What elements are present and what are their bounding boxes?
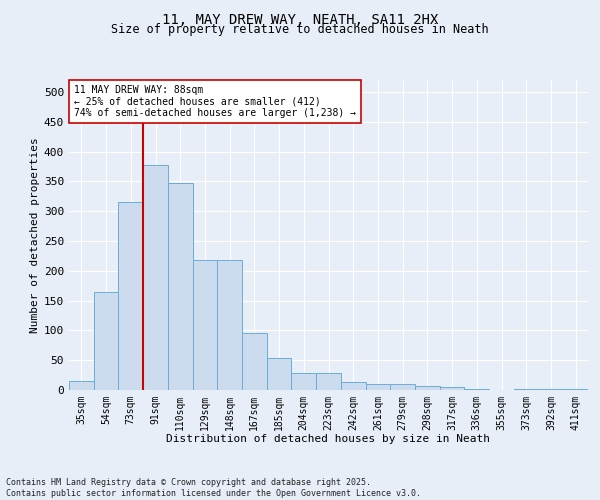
Bar (415, 386, 440, 390)
Bar (242, 334, 267, 390)
Text: 11, MAY DREW WAY, NEATH, SA11 2HX: 11, MAY DREW WAY, NEATH, SA11 2HX (162, 12, 438, 26)
Text: 11 MAY DREW WAY: 88sqm
← 25% of detached houses are smaller (412)
74% of semi-de: 11 MAY DREW WAY: 88sqm ← 25% of detached… (74, 84, 356, 118)
Bar (193, 260, 217, 390)
Bar (94, 292, 118, 390)
Bar (316, 374, 341, 390)
Bar (563, 389, 588, 390)
Bar (217, 260, 242, 390)
Bar (292, 374, 316, 390)
Bar (440, 387, 464, 390)
Bar (341, 382, 365, 390)
X-axis label: Distribution of detached houses by size in Neath: Distribution of detached houses by size … (167, 434, 491, 444)
Bar (267, 358, 292, 390)
Y-axis label: Number of detached properties: Number of detached properties (30, 137, 40, 333)
Bar (69, 381, 94, 390)
Bar (365, 384, 390, 390)
Bar (390, 384, 415, 390)
Text: Contains HM Land Registry data © Crown copyright and database right 2025.
Contai: Contains HM Land Registry data © Crown c… (6, 478, 421, 498)
Bar (539, 389, 563, 390)
Bar (118, 202, 143, 390)
Bar (168, 183, 193, 390)
Bar (143, 164, 168, 390)
Bar (464, 389, 489, 390)
Bar (514, 389, 539, 390)
Text: Size of property relative to detached houses in Neath: Size of property relative to detached ho… (111, 22, 489, 36)
